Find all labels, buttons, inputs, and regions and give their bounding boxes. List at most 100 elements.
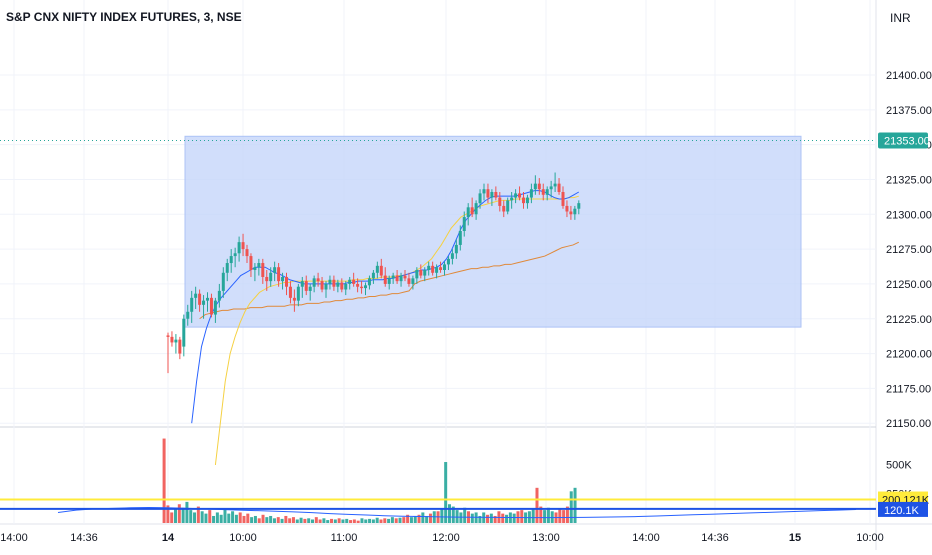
volume-bar (489, 513, 493, 523)
volume-bar (383, 518, 387, 523)
volume-bar (478, 515, 482, 523)
volume-bar (539, 506, 543, 523)
volume-bar (379, 519, 383, 523)
candle-body (194, 293, 198, 298)
volume-bar (546, 507, 550, 523)
volume-bar (543, 510, 547, 523)
candle-body (403, 275, 407, 279)
volume-bar (463, 507, 467, 523)
candle-body (320, 281, 324, 290)
candle-body (249, 256, 253, 270)
candle-body (285, 276, 288, 287)
x-tick-label: 12:00 (432, 532, 460, 544)
candle-body (482, 189, 486, 194)
candle-body (411, 278, 415, 284)
volume-bar (349, 520, 353, 523)
candle-body (553, 183, 557, 187)
x-tick-label: 13:00 (532, 532, 560, 544)
candle-body (427, 265, 431, 270)
candle-body (360, 286, 364, 289)
volume-bar (387, 518, 391, 523)
candle-body (510, 197, 514, 201)
candle-body (439, 267, 443, 270)
volume-bar (177, 504, 181, 523)
volume-bar (421, 512, 425, 523)
volume-y-tick: 500K (886, 459, 912, 471)
volume-pane (0, 438, 876, 523)
volume-bar (322, 518, 326, 523)
volume-bar (330, 518, 334, 523)
x-tick-label: 11:00 (331, 532, 358, 544)
volume-bar (371, 519, 375, 523)
volume-level-blue-badge (878, 501, 928, 517)
candle-body (577, 203, 581, 209)
candle-body (470, 207, 474, 215)
last-price-badge (878, 132, 928, 149)
candle-body (265, 276, 269, 282)
volume-bar (444, 462, 448, 523)
volume-bar (440, 508, 444, 523)
candle-body (494, 192, 498, 198)
volume-bar (234, 514, 238, 523)
candle-body (379, 265, 383, 276)
candle-body (356, 283, 360, 287)
candle-body (462, 217, 466, 231)
volume-bar (402, 517, 406, 523)
candle-body (502, 205, 506, 212)
candle-body (407, 278, 411, 284)
y-tick-label: 21200.00 (886, 349, 932, 361)
candle-body (557, 183, 561, 192)
candle-body (498, 197, 502, 206)
volume-bar (193, 512, 197, 523)
volume-bar (253, 515, 257, 523)
volume-bar (493, 515, 497, 523)
candle-body (569, 211, 573, 215)
candle-body (518, 193, 522, 198)
volume-bar (299, 517, 303, 523)
candle-body (269, 272, 273, 282)
candle-body (237, 242, 241, 254)
candle-body (292, 297, 296, 301)
volume-bar (227, 513, 231, 523)
candle-body (241, 242, 245, 250)
time-axis: 14:00 14:36 14 10:00 11:00 12:00 13:00 14:00 14:… (0, 532, 884, 544)
candle-body (450, 253, 454, 259)
volume-bar (356, 520, 360, 523)
candle-body (514, 193, 518, 198)
candle-body (371, 272, 375, 279)
candle-body (261, 263, 265, 277)
volume-bar (428, 513, 432, 523)
volume-bar (352, 519, 356, 523)
volume-bar (505, 514, 509, 523)
currency-label[interactable]: INR (890, 11, 911, 25)
volume-bar (231, 511, 235, 523)
candle-body (233, 253, 237, 257)
candle-body (391, 275, 395, 279)
volume-bar (455, 510, 459, 523)
volume-bar (425, 515, 429, 523)
candle-body (474, 203, 478, 215)
volume-bar (166, 505, 170, 523)
volume-bar (208, 510, 212, 523)
volume-bar (223, 508, 227, 523)
candle-body (166, 335, 170, 337)
x-tick-label: 14:36 (70, 532, 98, 544)
candle-body (206, 297, 209, 301)
volume-bar (307, 518, 311, 523)
volume-bar (345, 518, 349, 523)
candle-body (533, 183, 537, 190)
candle-body (202, 300, 206, 305)
candle-body (253, 267, 257, 270)
candle-body (423, 270, 427, 276)
volume-bar (417, 514, 421, 523)
candle-body (399, 275, 403, 282)
volume-bar (310, 519, 314, 523)
symbol-title[interactable]: S&P CNX NIFTY INDEX FUTURES, 3, NSE (6, 10, 242, 24)
candle-body (304, 281, 308, 291)
candle-body (537, 183, 541, 190)
candle-body (178, 339, 182, 354)
candle-body (213, 300, 217, 315)
volume-bar (394, 518, 398, 523)
y-tick-label: 21300.00 (886, 209, 932, 221)
